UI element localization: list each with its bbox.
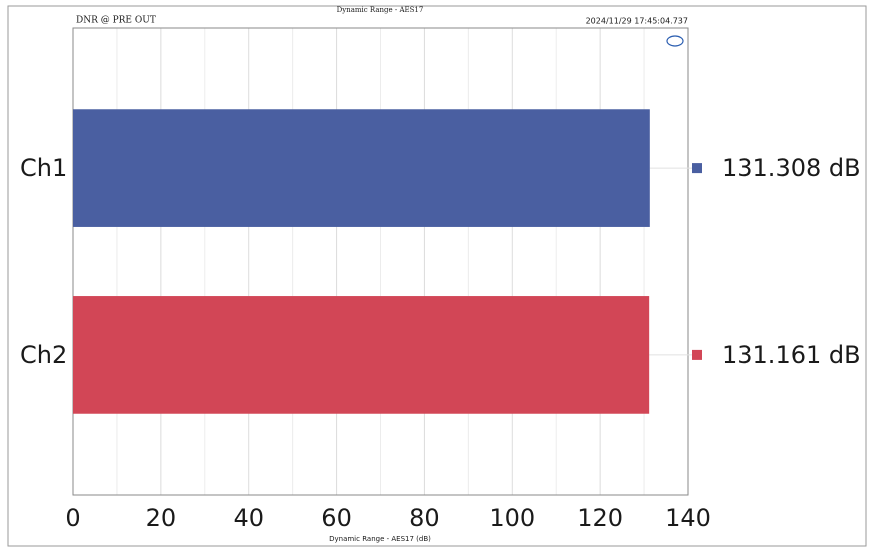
x-tick-label: 120	[577, 504, 623, 532]
chart-subtitle: DNR @ PRE OUT	[76, 16, 156, 26]
logo	[666, 35, 684, 47]
x-tick-label: 140	[665, 504, 711, 532]
x-tick-label: 40	[233, 504, 264, 532]
x-tick-label: 60	[321, 504, 352, 532]
bar	[73, 296, 650, 414]
x-tick-label: 80	[409, 504, 440, 532]
bar	[73, 109, 650, 227]
x-tick-label: 0	[65, 504, 80, 532]
legend-marker	[692, 163, 702, 174]
value-label: 131.161 dB	[722, 341, 861, 369]
frame	[7, 5, 867, 547]
x-tick-label: 20	[146, 504, 177, 532]
x-tick-label: 100	[489, 504, 535, 532]
legend-marker	[692, 349, 702, 360]
category-label: Ch2	[20, 341, 67, 369]
timestamp: 2024/11/29 17:45:04.737	[586, 17, 688, 26]
value-label: 131.308 dB	[722, 154, 861, 182]
chart-title: Dynamic Range - AES17	[337, 6, 424, 14]
plot-border	[72, 27, 689, 496]
x-axis-label: Dynamic Range - AES17 (dB)	[329, 535, 431, 543]
category-label: Ch1	[20, 154, 67, 182]
